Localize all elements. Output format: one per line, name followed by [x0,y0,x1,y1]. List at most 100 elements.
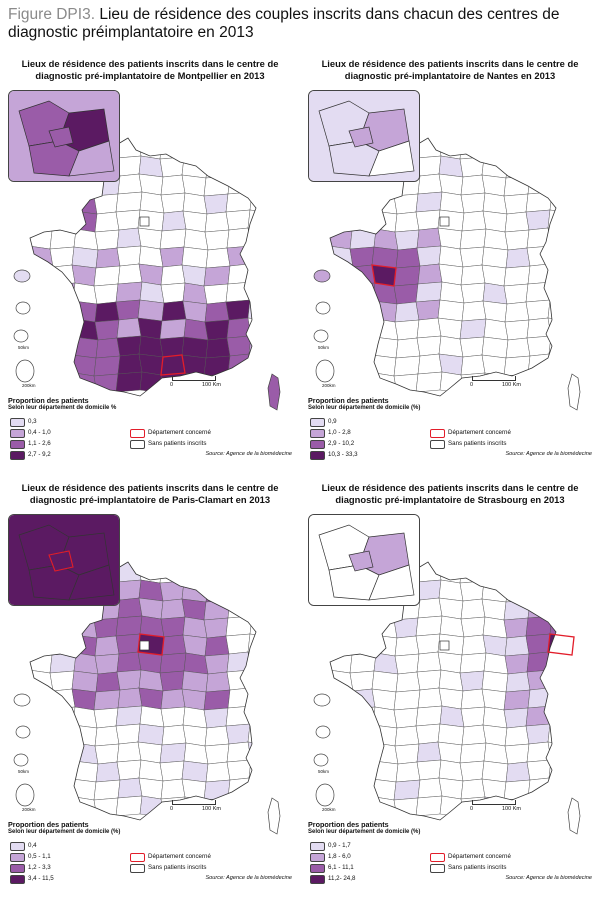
inset-department [68,564,115,601]
department-area [160,174,186,196]
department-area [161,300,187,322]
department-area [482,300,508,323]
department-area [330,687,354,710]
department-area [438,173,464,196]
corsica [567,797,581,835]
department-area [330,335,354,358]
department-area [182,616,208,639]
department-area [438,245,464,268]
department-area [351,300,377,322]
legend-class-label: 10,3 - 33,3 [328,451,358,458]
department-area [415,281,443,303]
department-area [203,355,231,377]
department-area [372,300,398,323]
panel-title-line1: Lieux de résidence des patients inscrits… [21,482,279,493]
department-area [483,742,509,765]
department-area [526,562,552,583]
scale-zero: 0 [170,382,174,388]
paris-region-marker [439,216,450,227]
department-area [525,299,551,321]
department-area [205,247,231,269]
department-area [139,795,165,818]
department-area [547,562,556,584]
department-area [372,192,398,215]
department-area [30,209,55,232]
department-area [549,191,556,214]
department-area [225,299,251,321]
department-area [527,263,553,285]
concerned-department [371,264,397,287]
panel-strasbourg: Lieux de résidence des patients inscrits… [300,482,600,922]
department-area [50,372,76,394]
figure-title: Figure DPI3. Lieu de résidence des coupl… [8,6,592,42]
concerned-department [160,354,186,376]
department-area [395,761,421,783]
department-area [437,138,463,160]
department-area [526,651,552,673]
corsica [267,797,281,835]
department-area [183,562,209,585]
department-area [439,705,465,728]
legend-none-swatch [130,440,145,449]
department-area [117,777,143,799]
department-area [437,562,463,584]
scale-50km: 50km [18,769,30,774]
department-area [525,633,551,655]
source-note: Source: Agence de la biomédecine [505,451,592,457]
department-area [438,353,464,376]
department-area [204,301,230,323]
department-area [247,209,256,232]
department-area [393,283,419,305]
department-area [181,598,207,621]
legend-swatch [10,429,25,438]
department-area [350,706,376,728]
department-area [482,616,508,639]
department-area [547,209,556,232]
department-area [416,335,442,357]
department-area [182,724,208,747]
department-area [416,579,442,601]
department-area [548,777,556,800]
department-area [205,581,231,603]
department-area [415,371,443,393]
legend-none-swatch [430,440,445,449]
department-area [49,742,77,764]
department-area [393,689,421,711]
department-area [159,760,185,782]
department-area [204,743,230,765]
department-area [115,633,141,655]
overseas-territory [13,269,31,283]
overseas-territory [13,753,29,767]
scale-50km: 50km [18,345,30,350]
overseas-territory [15,725,31,739]
legend-none-label: Sans patients inscrits [148,440,207,447]
department-area [159,562,187,584]
panel-title-line1: Lieux de résidence des patients inscrits… [21,58,279,69]
legend-class-label: 0,3 [28,418,37,425]
panel-title: Lieux de résidence des patients inscrits… [0,58,300,82]
department-area [438,335,464,358]
department-area [117,597,143,619]
legend-class-label: 0,9 - 1,7 [328,842,351,849]
department-area [203,599,231,621]
department-area [349,246,375,268]
department-area [205,671,231,693]
department-area [548,245,556,268]
department-area [159,742,187,764]
department-area [548,597,556,620]
department-area [415,705,443,727]
department-area [393,265,421,287]
department-area [349,336,375,358]
department-area [183,228,209,251]
department-area [459,652,487,674]
panel-montpellier: Lieux de résidence des patients inscrits… [0,58,300,498]
department-area [372,796,398,819]
legend-swatch [10,842,25,851]
legend-none-label: Sans patients inscrits [148,864,207,871]
legend-concerned-swatch [130,429,145,438]
department-area [116,335,142,357]
legend-swatch [310,429,325,438]
department-area [437,741,463,764]
idf-inset [308,90,420,182]
legend-subtitle: Selon leur département de domicile % [8,405,117,411]
